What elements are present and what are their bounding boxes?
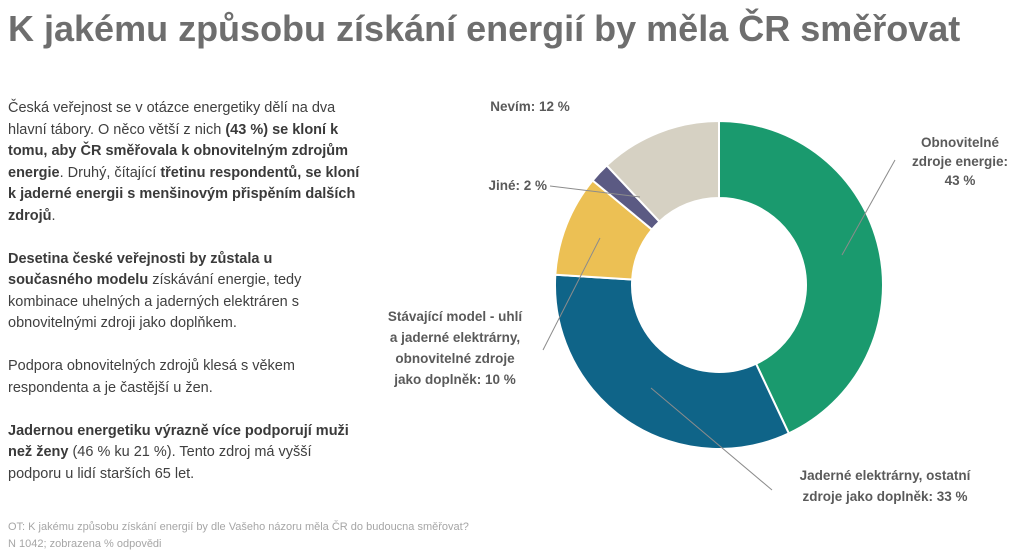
leader-line-1 xyxy=(841,159,896,256)
leader-line-2 xyxy=(650,387,773,491)
slice-label-1-line-2: zdroje energie: xyxy=(912,154,1008,169)
page-title: K jakému způsobu získání energií by měla… xyxy=(8,8,961,49)
paragraph-1: Česká veřejnost se v otázce energetiky d… xyxy=(8,98,360,227)
slice-label-3-line-2: a jaderné elektrárny, xyxy=(390,330,520,345)
paragraph-4-run-2: (46 % ku 21 %). Tento zdroj má vyšší pod… xyxy=(8,444,312,482)
leader-line-3 xyxy=(542,237,601,351)
paragraph-2-run-1: Desetina české veřejnosti by zůstala u s… xyxy=(8,250,273,289)
slice-label-3-line-3: obnovitelné zdroje xyxy=(395,351,515,366)
paragraph-1-run-1: Česká veřejnost se v otázce energetiky d… xyxy=(8,100,336,138)
paragraph-1-run-3: . Druhý, čítající xyxy=(59,164,161,181)
footnote-question: OT: K jakému způsobu získání energií by … xyxy=(8,521,469,533)
slice-2 xyxy=(554,273,791,450)
footnote: OT: K jakému způsobu získání energií by … xyxy=(8,519,469,553)
slice-5 xyxy=(605,119,720,223)
paragraph-1-run-4: třetinu respondentů, se kloní k jaderné … xyxy=(8,164,360,224)
paragraph-4: Jadernou energetiku výrazně více podporu… xyxy=(8,421,360,486)
slice-label-5-line-1: Nevím: 12 % xyxy=(490,99,570,114)
slice-label-1-line-1: Obnovitelné xyxy=(921,135,999,150)
footnote-sample: N 1042; zobrazena % odpovědi xyxy=(8,538,162,550)
slice-label-4-line-1: Jiné: 2 % xyxy=(488,178,547,193)
paragraph-2: Desetina české veřejnosti by zůstala u s… xyxy=(8,249,360,335)
paragraph-3-run-1: Podpora obnovitelných zdrojů klesá s věk… xyxy=(8,358,295,396)
slice-label-3-line-4: jako doplněk: 10 % xyxy=(393,372,516,387)
slice-label-1-line-3: 43 % xyxy=(945,173,976,188)
summary-text: Česká veřejnost se v otázce energetiky d… xyxy=(8,98,360,507)
leader-line-4 xyxy=(549,185,641,198)
paragraph-1-run-2: (43 %) se kloní k tomu, aby ČR směřovala… xyxy=(8,121,349,181)
paragraph-3: Podpora obnovitelných zdrojů klesá s věk… xyxy=(8,356,360,399)
paragraph-4-run-1: Jadernou energetiku výrazně více podporu… xyxy=(8,422,349,461)
paragraph-1-run-5: . xyxy=(51,207,56,224)
paragraph-2-run-2: získávání energie, tedy kombinace uhelný… xyxy=(8,272,302,331)
slice-label-2-line-1: Jaderné elektrárny, ostatní xyxy=(800,468,972,483)
slice-label-2-line-2: zdroje jako doplněk: 33 % xyxy=(802,489,967,504)
slice-1 xyxy=(718,119,884,435)
slice-label-3-line-1: Stávající model - uhlí xyxy=(388,309,524,324)
